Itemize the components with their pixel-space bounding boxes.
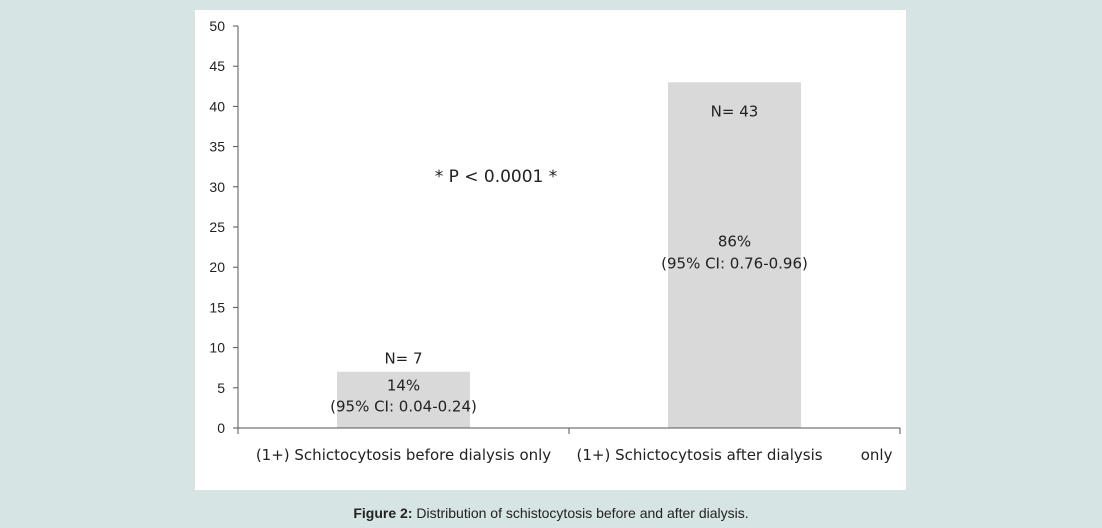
bar-label-0-2: (95% CI: 0.04-0.24): [330, 398, 477, 416]
y-tick-label-10: 50: [209, 18, 225, 34]
bars-layer: [337, 82, 801, 428]
labels-layer: (1+) Schictocytosis before dialysis only…: [256, 102, 893, 464]
bar-0: [337, 371, 470, 428]
chart-panel: 0 5 10 15 20 25 30 35 40 45 50 (1+) Schictocytosis…: [195, 10, 906, 490]
p-value-annotation: * P < 0.0001 *: [435, 167, 558, 187]
y-tick-label-1: 5: [217, 380, 225, 396]
y-tick-label-7: 35: [209, 139, 225, 155]
bar-1: [668, 82, 801, 428]
y-tick-label-8: 40: [209, 98, 225, 114]
y-tick-label-0: 0: [217, 420, 225, 436]
bar-label-0-0: N= 7: [384, 350, 422, 368]
bar-label-1-1: 86%: [718, 232, 751, 250]
y-tick-label-6: 30: [209, 179, 225, 195]
figure-caption: Figure 2: Distribution of schistocytosis…: [0, 505, 1102, 521]
caption-text: Distribution of schistocytosis before an…: [412, 505, 749, 521]
bar-chart: 0 5 10 15 20 25 30 35 40 45 50 (1+) Schictocytosis…: [209, 18, 901, 464]
category-label-1: (1+) Schictocytosis after dialysis only: [577, 446, 893, 464]
y-tick-label-9: 45: [209, 58, 225, 74]
axes-layer: 0 5 10 15 20 25 30 35 40 45 50: [209, 18, 901, 436]
y-tick-label-3: 15: [209, 299, 225, 315]
y-tick-label-4: 20: [209, 259, 225, 275]
caption-prefix: Figure 2:: [353, 505, 413, 521]
y-tick-label-5: 25: [209, 219, 225, 235]
bar-label-1-0: N= 43: [711, 102, 759, 120]
y-tick-label-2: 10: [209, 340, 225, 356]
bar-label-0-1: 14%: [387, 377, 420, 395]
bar-label-1-2: (95% CI: 0.76-0.96): [661, 254, 808, 272]
category-label-0: (1+) Schictocytosis before dialysis only: [256, 446, 551, 464]
